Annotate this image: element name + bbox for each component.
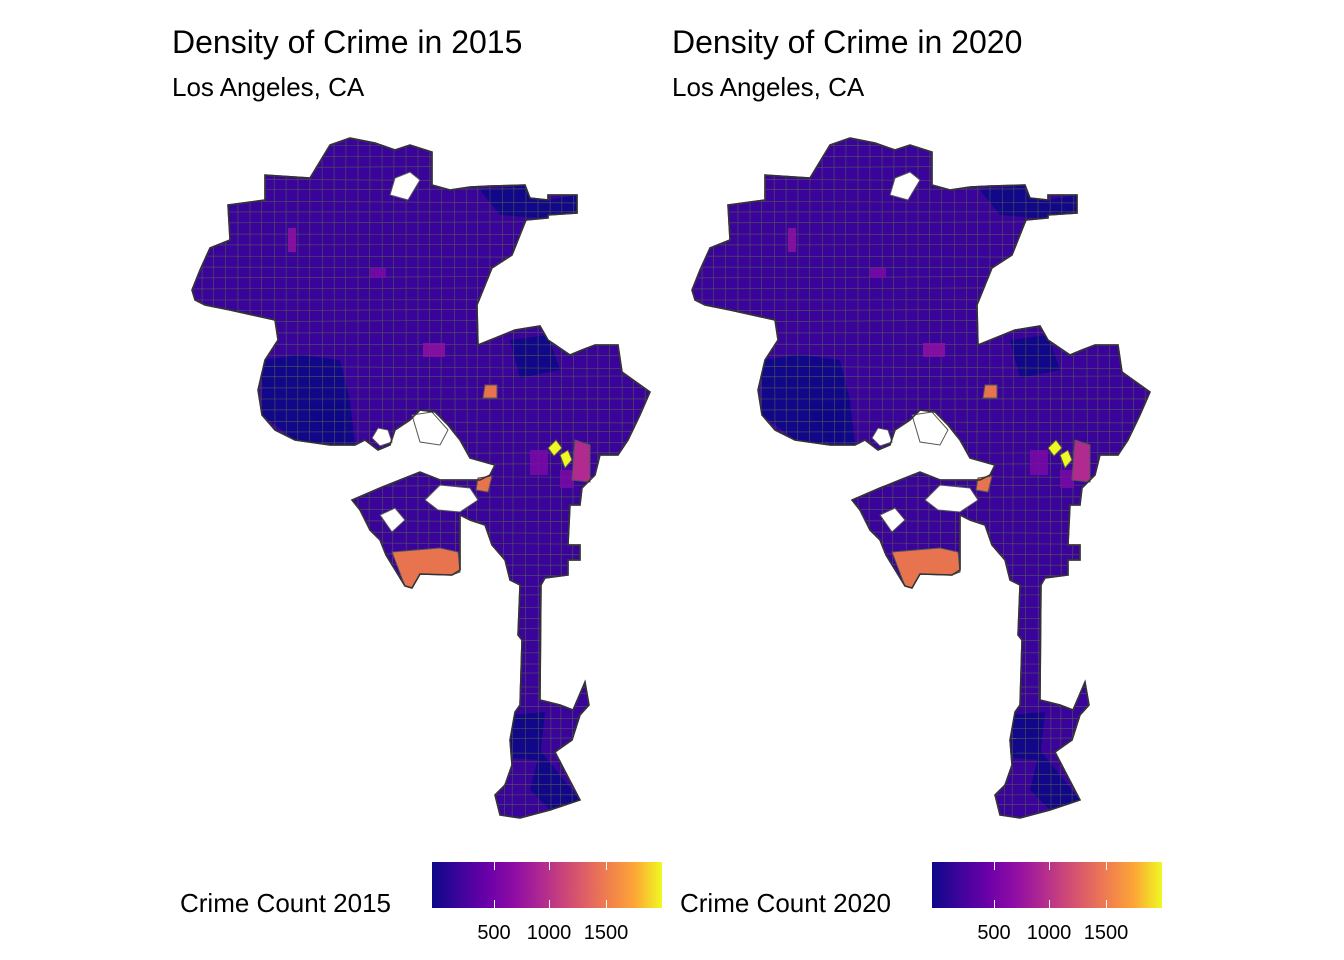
legend-tick-mark	[606, 900, 607, 908]
legend-tick-mark	[606, 862, 607, 870]
map-subtitle: Los Angeles, CA	[672, 72, 865, 102]
legend-tick-mark	[1106, 900, 1107, 908]
map-subtitle: Los Angeles, CA	[172, 72, 365, 102]
peak-density-tract	[559, 449, 573, 469]
excluded-area	[379, 507, 406, 533]
excluded-area	[389, 171, 421, 201]
excluded-area	[371, 427, 393, 447]
legend-colorbar	[932, 862, 1162, 908]
city-outline	[191, 137, 651, 819]
legend-tick-label: 1000	[1026, 922, 1072, 944]
map-panel-2015: Density of Crime in 2015 Los Angeles, CA…	[172, 0, 672, 960]
high-density-tract	[571, 439, 591, 483]
map-title: Density of Crime in 2015	[172, 24, 523, 60]
map-title: Density of Crime in 2020	[672, 24, 1023, 60]
legend-colorbar	[432, 862, 662, 908]
peak-density-tract	[1047, 439, 1063, 457]
legend-tick-label: 1000	[526, 922, 572, 944]
peak-density-tract	[1059, 449, 1073, 469]
city-outline	[691, 137, 1151, 819]
legend-tick-mark	[549, 862, 550, 870]
legend-tick-label: 1500	[1083, 922, 1129, 944]
excluded-area	[411, 411, 449, 446]
la-choropleth-map-2015	[191, 137, 651, 819]
legend-tick-mark	[1049, 900, 1050, 908]
legend-tick-label: 500	[477, 922, 511, 944]
excluded-area	[871, 427, 893, 447]
legend-tick-mark	[549, 900, 550, 908]
excluded-area	[424, 484, 479, 513]
excluded-area	[879, 507, 906, 533]
legend-tick-label: 500	[977, 922, 1011, 944]
peak-density-tract	[547, 439, 563, 457]
high-density-tract	[1071, 439, 1091, 483]
legend-tick-mark	[994, 900, 995, 908]
legend-tick-label: 1500	[583, 922, 629, 944]
high-density-tract	[482, 384, 498, 399]
excluded-area	[911, 411, 949, 446]
legend-tick-mark	[1106, 862, 1107, 870]
legend-title: Crime Count 2015	[180, 888, 391, 918]
excluded-area	[924, 484, 979, 513]
high-density-tract	[982, 384, 998, 399]
legend-tick-mark	[1049, 862, 1050, 870]
legend-tick-mark	[994, 862, 995, 870]
legend-tick-mark	[494, 862, 495, 870]
map-panel-2020: Density of Crime in 2020 Los Angeles, CA…	[672, 0, 1172, 960]
legend-title: Crime Count 2020	[680, 888, 891, 918]
excluded-area	[889, 171, 921, 201]
la-choropleth-map-2020	[691, 137, 1151, 819]
legend-tick-mark	[494, 900, 495, 908]
